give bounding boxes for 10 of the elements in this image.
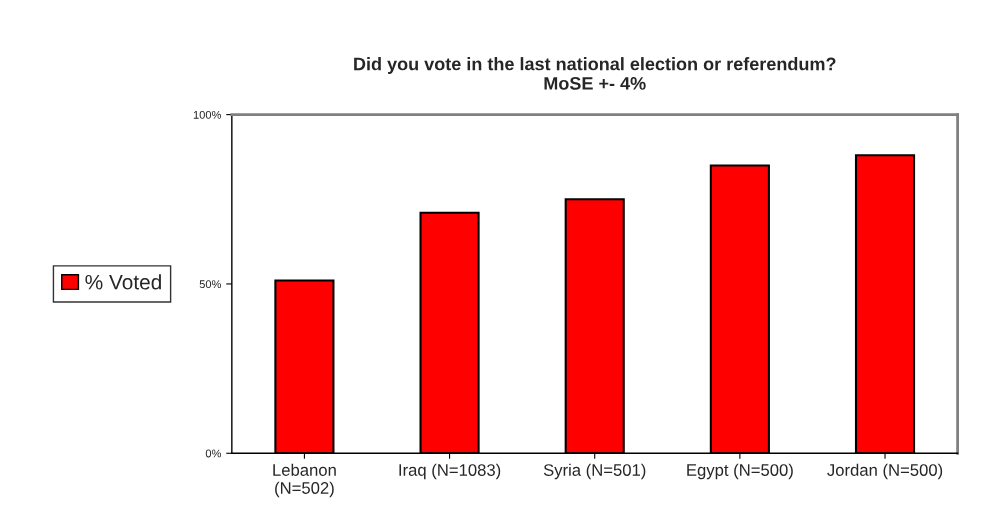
- y-tick-label: 0%: [205, 449, 222, 458]
- x-tick-label: Syria (N=501): [543, 463, 646, 480]
- x-tick-label: Lebanon (N=502): [273, 463, 336, 498]
- legend-label: % Voted: [85, 274, 161, 290]
- x-tick-label: Jordan (N=500): [827, 463, 943, 480]
- y-tick-label: 100%: [193, 110, 222, 119]
- x-tick-label: Iraq (N=1083): [399, 463, 501, 480]
- y-tick-label: 50%: [199, 280, 222, 289]
- chart-title: Did you vote in the last national election or referendum? MoSE +- 4%: [354, 57, 836, 90]
- x-tick-label: Egypt (N=500): [687, 463, 793, 480]
